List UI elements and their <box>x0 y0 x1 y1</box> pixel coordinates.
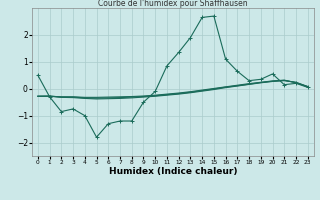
Title: Courbe de l'humidex pour Shaffhausen: Courbe de l'humidex pour Shaffhausen <box>98 0 248 8</box>
X-axis label: Humidex (Indice chaleur): Humidex (Indice chaleur) <box>108 167 237 176</box>
